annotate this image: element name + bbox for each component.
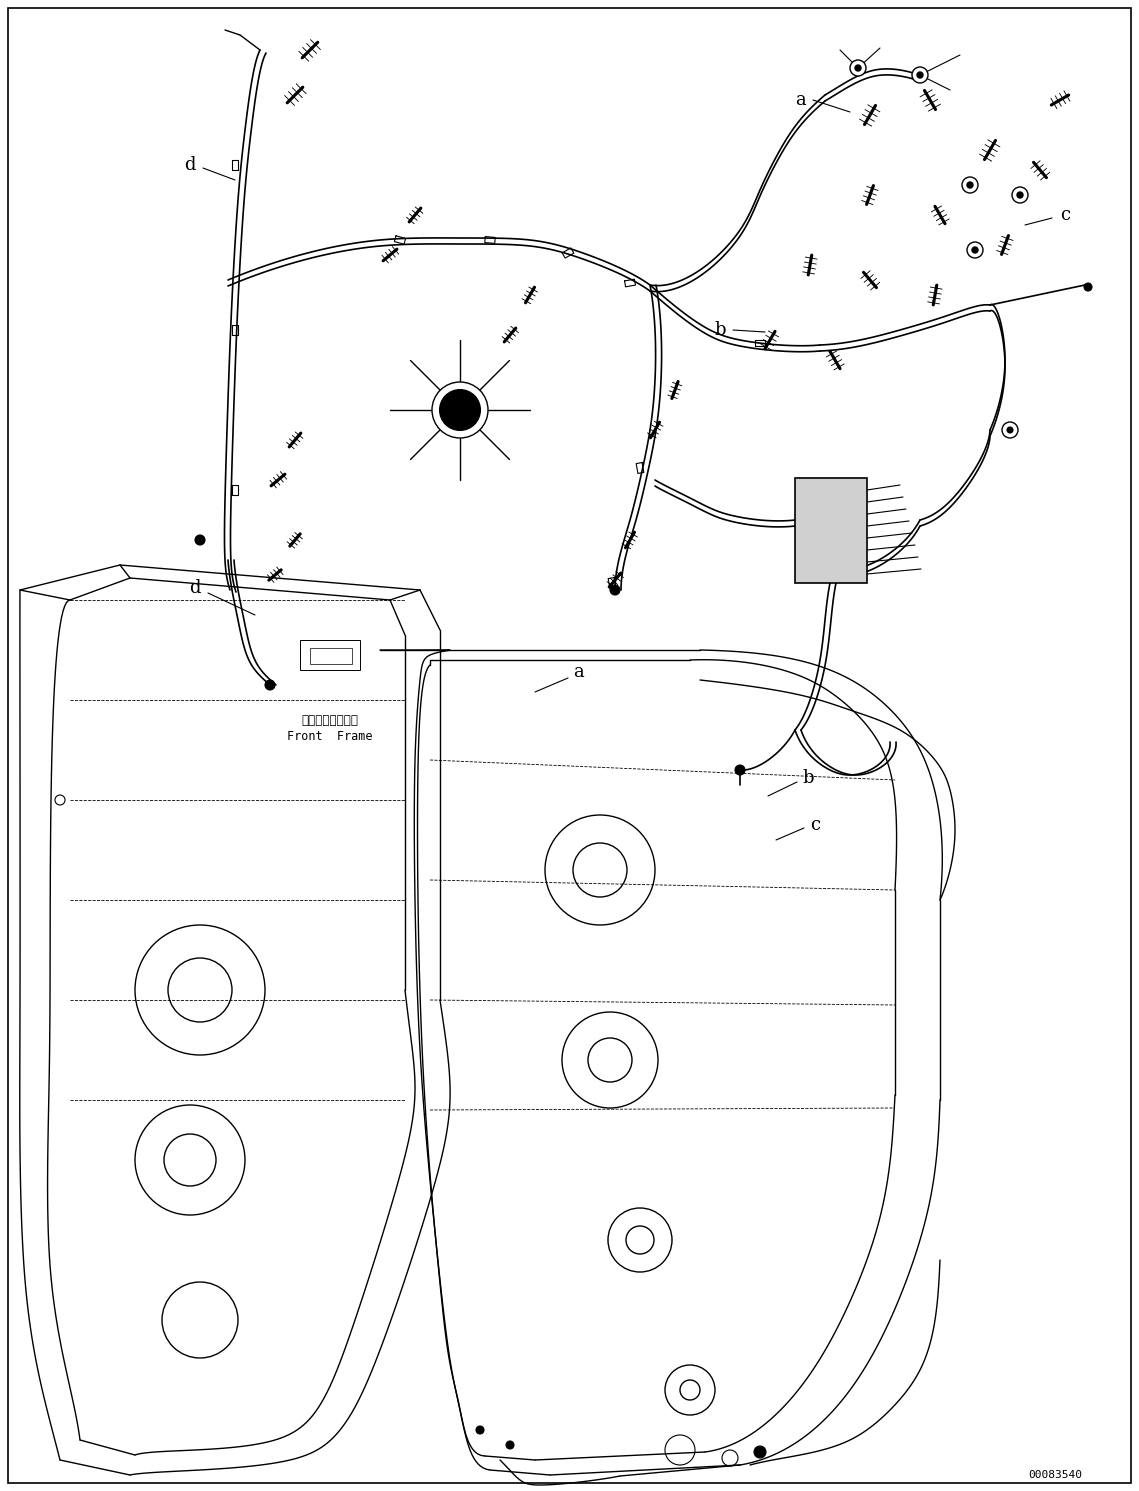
Text: b: b <box>802 769 813 787</box>
Text: 00083540: 00083540 <box>1029 1470 1082 1481</box>
Circle shape <box>506 1440 514 1449</box>
Bar <box>310 649 352 663</box>
Circle shape <box>432 382 487 438</box>
Circle shape <box>917 72 923 78</box>
Circle shape <box>1007 426 1013 432</box>
Text: d: d <box>189 579 200 596</box>
Text: a: a <box>573 663 583 681</box>
Circle shape <box>1011 186 1029 203</box>
Circle shape <box>55 795 65 805</box>
Text: フロントフレーム: フロントフレーム <box>302 714 359 726</box>
Circle shape <box>754 1446 767 1458</box>
Text: b: b <box>714 321 726 338</box>
Circle shape <box>1084 283 1092 291</box>
Text: Front  Frame: Front Frame <box>287 731 372 744</box>
Text: d: d <box>185 157 196 174</box>
Circle shape <box>440 391 480 429</box>
Circle shape <box>195 535 205 546</box>
Circle shape <box>967 182 973 188</box>
Text: a: a <box>795 91 805 109</box>
Circle shape <box>850 60 866 76</box>
Text: c: c <box>810 816 820 833</box>
Circle shape <box>265 680 274 690</box>
Text: c: c <box>1060 206 1070 224</box>
Circle shape <box>972 248 978 253</box>
Bar <box>795 479 867 583</box>
Circle shape <box>611 584 620 595</box>
Circle shape <box>1017 192 1023 198</box>
Circle shape <box>1002 422 1018 438</box>
Circle shape <box>440 391 480 429</box>
Bar <box>300 640 360 669</box>
Circle shape <box>735 765 745 775</box>
Circle shape <box>855 66 861 72</box>
Circle shape <box>476 1425 484 1434</box>
Circle shape <box>962 177 978 192</box>
Circle shape <box>967 242 983 258</box>
Circle shape <box>912 67 928 83</box>
